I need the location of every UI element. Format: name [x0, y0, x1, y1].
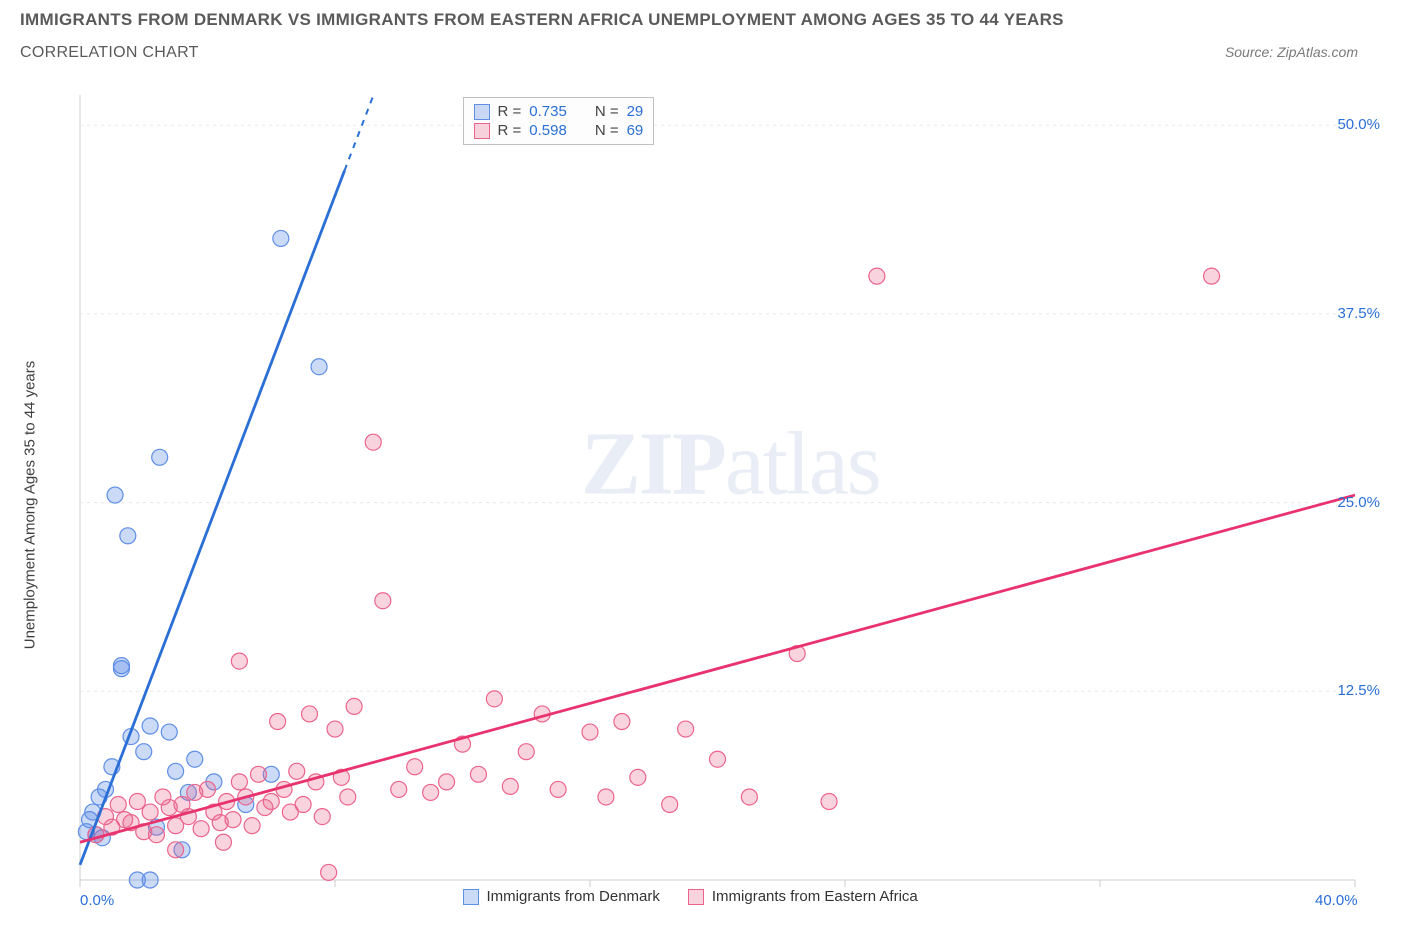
- legend-n-value: 69: [627, 122, 644, 139]
- legend-r-value: 0.735: [529, 103, 567, 120]
- data-point: [550, 781, 566, 797]
- legend-swatch: [474, 123, 490, 139]
- data-point: [168, 763, 184, 779]
- chart-area: Unemployment Among Ages 35 to 44 years Z…: [20, 90, 1386, 920]
- y-tick-label: 25.0%: [1337, 494, 1380, 511]
- legend-row: R = 0.735 N = 29: [474, 102, 644, 121]
- data-point: [662, 797, 678, 813]
- data-point: [311, 359, 327, 375]
- page-title: IMMIGRANTS FROM DENMARK VS IMMIGRANTS FR…: [20, 10, 1386, 30]
- data-point: [407, 759, 423, 775]
- data-point: [129, 794, 145, 810]
- y-tick-label: 12.5%: [1337, 682, 1380, 699]
- data-point: [582, 724, 598, 740]
- data-point: [113, 658, 129, 674]
- data-point: [710, 751, 726, 767]
- trend-line: [80, 170, 345, 864]
- data-point: [289, 763, 305, 779]
- series-legend: Immigrants from Denmark Immigrants from E…: [463, 888, 918, 905]
- data-point: [741, 789, 757, 805]
- data-point: [346, 698, 362, 714]
- data-point: [231, 774, 247, 790]
- data-point: [821, 794, 837, 810]
- data-point: [321, 864, 337, 880]
- data-point: [225, 812, 241, 828]
- source-label: Source: ZipAtlas.com: [1225, 44, 1386, 60]
- data-point: [598, 789, 614, 805]
- data-point: [273, 230, 289, 246]
- data-point: [295, 797, 311, 813]
- legend-swatch: [688, 889, 704, 905]
- data-point: [142, 718, 158, 734]
- data-point: [187, 751, 203, 767]
- data-point: [678, 721, 694, 737]
- data-point: [168, 842, 184, 858]
- legend-label: Immigrants from Denmark: [487, 888, 660, 905]
- data-point: [502, 778, 518, 794]
- data-point: [161, 724, 177, 740]
- legend-n-label: N =: [595, 103, 619, 120]
- x-tick-label: 0.0%: [80, 892, 114, 909]
- data-point: [110, 797, 126, 813]
- data-point: [270, 713, 286, 729]
- data-point: [231, 653, 247, 669]
- data-point: [439, 774, 455, 790]
- data-point: [375, 593, 391, 609]
- data-point: [107, 487, 123, 503]
- data-point: [327, 721, 343, 737]
- data-point: [470, 766, 486, 782]
- data-point: [251, 766, 267, 782]
- legend-r-label: R =: [498, 122, 522, 139]
- data-point: [391, 781, 407, 797]
- data-point: [142, 872, 158, 888]
- x-tick-label: 40.0%: [1315, 892, 1358, 909]
- data-point: [869, 268, 885, 284]
- data-point: [1204, 268, 1220, 284]
- data-point: [630, 769, 646, 785]
- legend-item: Immigrants from Denmark: [463, 888, 660, 905]
- trend-line: [80, 495, 1355, 842]
- legend-swatch: [474, 104, 490, 120]
- data-point: [193, 821, 209, 837]
- legend-n-value: 29: [627, 103, 644, 120]
- data-point: [340, 789, 356, 805]
- legend-item: Immigrants from Eastern Africa: [688, 888, 918, 905]
- data-point: [136, 744, 152, 760]
- legend-n-label: N =: [595, 122, 619, 139]
- data-point: [120, 528, 136, 544]
- trend-line-extension: [345, 95, 374, 170]
- legend-label: Immigrants from Eastern Africa: [712, 888, 918, 905]
- data-point: [486, 691, 502, 707]
- scatter-plot: [20, 90, 1386, 920]
- legend-r-value: 0.598: [529, 122, 567, 139]
- data-point: [149, 827, 165, 843]
- data-point: [263, 794, 279, 810]
- data-point: [302, 706, 318, 722]
- data-point: [152, 449, 168, 465]
- legend-row: R = 0.598 N = 69: [474, 121, 644, 140]
- data-point: [365, 434, 381, 450]
- data-point: [518, 744, 534, 760]
- correlation-legend: R = 0.735 N = 29 R = 0.598 N = 69: [463, 97, 655, 145]
- y-tick-label: 37.5%: [1337, 305, 1380, 322]
- subtitle: CORRELATION CHART: [20, 44, 199, 62]
- data-point: [215, 834, 231, 850]
- data-point: [200, 781, 216, 797]
- data-point: [423, 784, 439, 800]
- legend-r-label: R =: [498, 103, 522, 120]
- data-point: [142, 804, 158, 820]
- data-point: [614, 713, 630, 729]
- y-tick-label: 50.0%: [1337, 116, 1380, 133]
- data-point: [314, 809, 330, 825]
- data-point: [244, 818, 260, 834]
- legend-swatch: [463, 889, 479, 905]
